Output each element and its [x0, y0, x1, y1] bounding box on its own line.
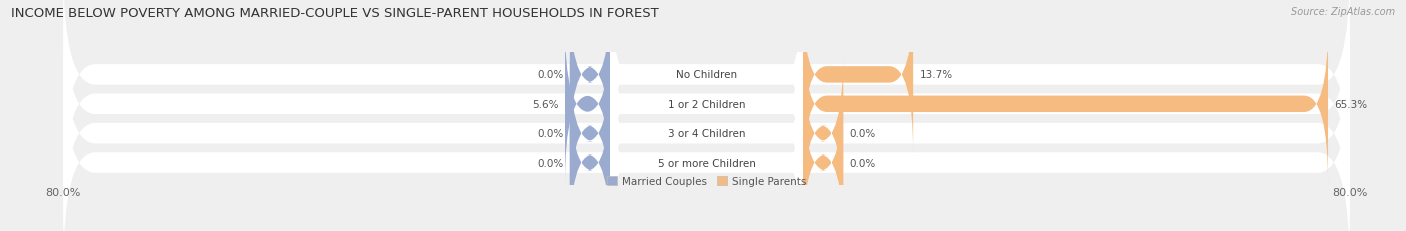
- FancyBboxPatch shape: [610, 69, 803, 231]
- Text: 0.0%: 0.0%: [537, 70, 564, 80]
- FancyBboxPatch shape: [803, 54, 844, 213]
- Text: 0.0%: 0.0%: [849, 129, 876, 139]
- Text: 13.7%: 13.7%: [920, 70, 953, 80]
- FancyBboxPatch shape: [803, 0, 912, 155]
- Text: 3 or 4 Children: 3 or 4 Children: [668, 129, 745, 139]
- Text: Source: ZipAtlas.com: Source: ZipAtlas.com: [1291, 7, 1395, 17]
- Text: 65.3%: 65.3%: [1334, 99, 1368, 109]
- FancyBboxPatch shape: [610, 39, 803, 228]
- FancyBboxPatch shape: [569, 0, 610, 155]
- FancyBboxPatch shape: [63, 0, 1350, 182]
- Text: 0.0%: 0.0%: [537, 158, 564, 168]
- FancyBboxPatch shape: [63, 27, 1350, 231]
- Text: 5 or more Children: 5 or more Children: [658, 158, 755, 168]
- FancyBboxPatch shape: [803, 83, 844, 231]
- Text: No Children: No Children: [676, 70, 737, 80]
- Text: 0.0%: 0.0%: [849, 158, 876, 168]
- FancyBboxPatch shape: [610, 0, 803, 169]
- FancyBboxPatch shape: [569, 54, 610, 213]
- FancyBboxPatch shape: [63, 0, 1350, 211]
- Legend: Married Couples, Single Parents: Married Couples, Single Parents: [607, 176, 806, 186]
- Text: 1 or 2 Children: 1 or 2 Children: [668, 99, 745, 109]
- FancyBboxPatch shape: [565, 25, 610, 184]
- FancyBboxPatch shape: [569, 83, 610, 231]
- FancyBboxPatch shape: [63, 56, 1350, 231]
- FancyBboxPatch shape: [610, 10, 803, 199]
- Text: 0.0%: 0.0%: [537, 129, 564, 139]
- FancyBboxPatch shape: [803, 25, 1329, 184]
- Text: INCOME BELOW POVERTY AMONG MARRIED-COUPLE VS SINGLE-PARENT HOUSEHOLDS IN FOREST: INCOME BELOW POVERTY AMONG MARRIED-COUPL…: [11, 7, 659, 20]
- Text: 5.6%: 5.6%: [531, 99, 558, 109]
